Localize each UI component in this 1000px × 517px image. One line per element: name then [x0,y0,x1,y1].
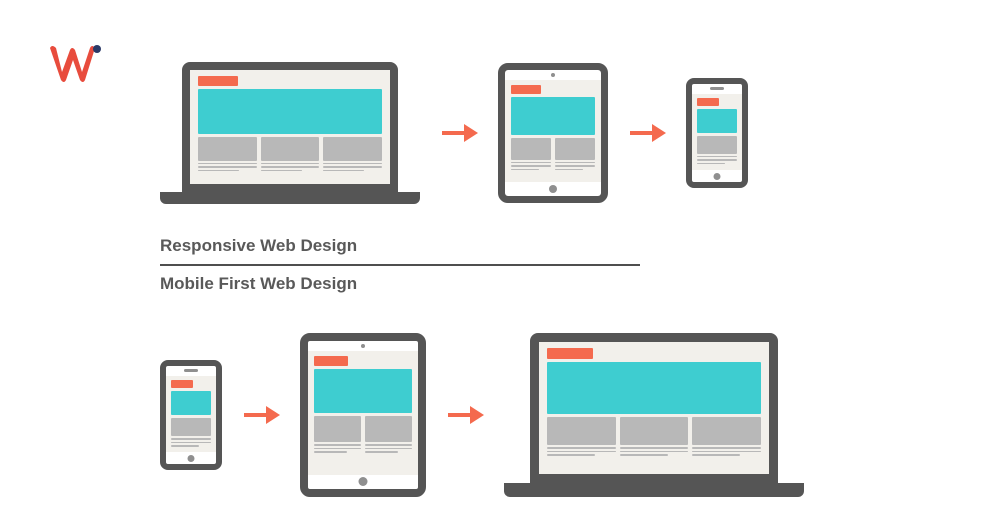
arrow-icon [440,122,478,144]
mobile-first-row [160,325,880,505]
mobile-first-label: Mobile First Web Design [160,268,880,300]
laptop-device [504,333,804,497]
diagram-container: Responsive Web Design Mobile First Web D… [160,50,880,505]
tablet-device [498,63,608,203]
arrow-icon [242,404,280,426]
label-block: Responsive Web Design Mobile First Web D… [160,230,880,300]
arrow-icon [628,122,666,144]
phone-device [160,360,222,470]
tablet-device [300,333,426,497]
logo [48,38,108,88]
divider [160,264,640,266]
laptop-device [160,62,420,204]
responsive-row [160,50,880,215]
responsive-label: Responsive Web Design [160,230,880,262]
phone-device [686,78,748,188]
arrow-icon [446,404,484,426]
